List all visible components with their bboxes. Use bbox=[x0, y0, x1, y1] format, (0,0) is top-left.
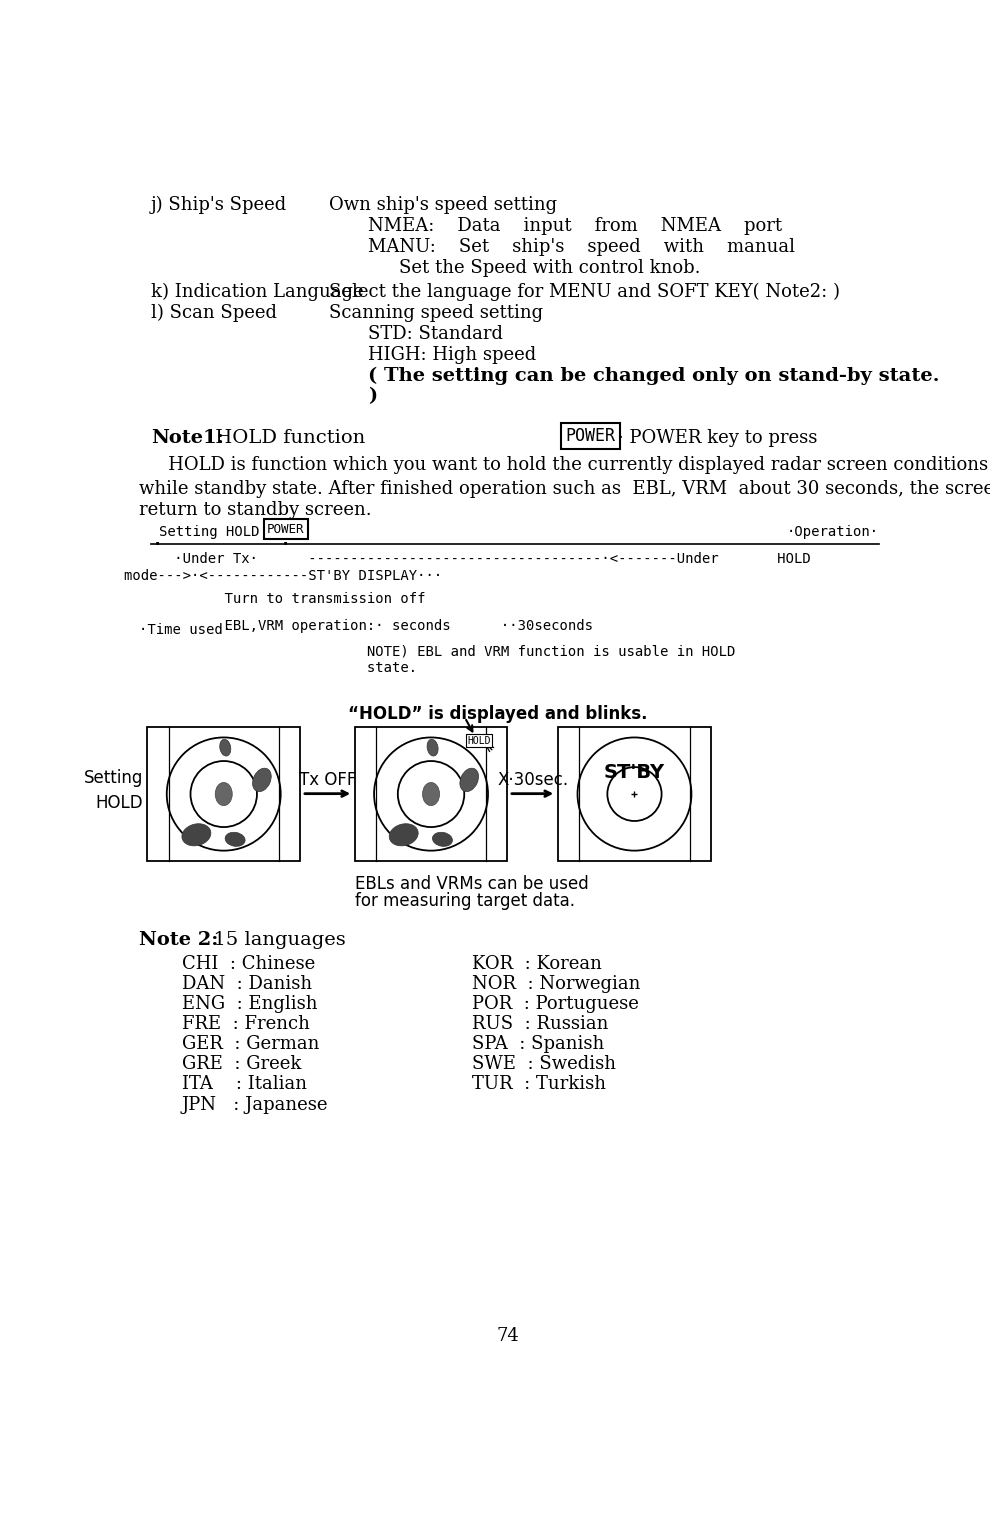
Ellipse shape bbox=[423, 782, 440, 805]
Text: EBLs and VRMs can be used: EBLs and VRMs can be used bbox=[354, 875, 588, 893]
Text: Setting
HOLD: Setting HOLD bbox=[84, 769, 144, 813]
Text: FRE  : French: FRE : French bbox=[182, 1015, 310, 1033]
Text: SWE  : Swedish: SWE : Swedish bbox=[472, 1056, 617, 1074]
Text: Tx OFF: Tx OFF bbox=[299, 772, 356, 790]
Text: GRE  : Greek: GRE : Greek bbox=[182, 1056, 301, 1074]
Text: ·: · bbox=[279, 535, 292, 554]
Ellipse shape bbox=[433, 832, 452, 846]
Text: Note 2:: Note 2: bbox=[140, 931, 219, 949]
Text: POWER: POWER bbox=[267, 523, 305, 536]
Text: Turn to transmission off: Turn to transmission off bbox=[124, 592, 426, 606]
Text: TUR  : Turkish: TUR : Turkish bbox=[472, 1075, 607, 1094]
Text: ): ) bbox=[368, 387, 377, 406]
Text: Select the language for MENU and SOFT KEY( Note2: ): Select the language for MENU and SOFT KE… bbox=[329, 283, 841, 301]
Text: ENG  : English: ENG : English bbox=[182, 995, 318, 1013]
Text: RUS  : Russian: RUS : Russian bbox=[472, 1015, 609, 1033]
Text: NOR  : Norwegian: NOR : Norwegian bbox=[472, 975, 641, 993]
Ellipse shape bbox=[182, 823, 211, 846]
Text: mode--->·<------------ST'BY DISPLAY···: mode--->·<------------ST'BY DISPLAY··· bbox=[124, 568, 442, 583]
Ellipse shape bbox=[460, 769, 478, 791]
Text: Setting HOLD: Setting HOLD bbox=[158, 526, 259, 539]
Text: ( The setting can be changed only on stand-by state.: ( The setting can be changed only on sta… bbox=[368, 366, 940, 384]
Text: ·Operation·: ·Operation· bbox=[786, 526, 878, 539]
Text: “HOLD” is displayed and blinks.: “HOLD” is displayed and blinks. bbox=[348, 705, 648, 723]
Text: MANU:    Set    ship's    speed    with    manual: MANU: Set ship's speed with manual bbox=[368, 237, 795, 255]
Text: ITA    : Italian: ITA : Italian bbox=[182, 1075, 307, 1094]
Text: X·30sec.: X·30sec. bbox=[497, 772, 568, 790]
Text: STD: Standard: STD: Standard bbox=[368, 325, 503, 343]
Text: NMEA:    Data    input    from    NMEA    port: NMEA: Data input from NMEA port bbox=[368, 217, 782, 235]
Text: state.: state. bbox=[124, 661, 417, 676]
Bar bbox=[557, 726, 711, 861]
Text: HOLD: HOLD bbox=[467, 735, 491, 746]
Text: GER  : German: GER : German bbox=[182, 1036, 319, 1054]
Text: return to standby screen.: return to standby screen. bbox=[140, 501, 372, 519]
Text: NOTE) EBL and VRM function is usable in HOLD: NOTE) EBL and VRM function is usable in … bbox=[124, 644, 736, 658]
Text: POR  : Portuguese: POR : Portuguese bbox=[472, 995, 640, 1013]
Text: JPN   : Japanese: JPN : Japanese bbox=[182, 1095, 329, 1113]
Text: 15 languages: 15 languages bbox=[201, 931, 346, 949]
Text: SPA  : Spanish: SPA : Spanish bbox=[472, 1036, 605, 1054]
Text: Note1:: Note1: bbox=[150, 430, 224, 448]
Text: ST'BY: ST'BY bbox=[604, 763, 665, 782]
Text: j) Ship's Speed: j) Ship's Speed bbox=[150, 196, 287, 214]
Bar bbox=[354, 726, 508, 861]
Text: KOR  : Korean: KOR : Korean bbox=[472, 955, 602, 974]
Text: for measuring target data.: for measuring target data. bbox=[354, 892, 575, 910]
Bar bbox=[147, 726, 300, 861]
Ellipse shape bbox=[252, 769, 271, 791]
Text: CHI  : Chinese: CHI : Chinese bbox=[182, 955, 315, 974]
Ellipse shape bbox=[427, 740, 439, 756]
Ellipse shape bbox=[225, 832, 246, 846]
Text: HOLD is function which you want to hold the currently displayed radar screen con: HOLD is function which you want to hold … bbox=[150, 456, 988, 474]
Ellipse shape bbox=[215, 782, 233, 805]
Text: ·Under Tx·      -----------------------------------·<-------Under       HOLD: ·Under Tx· -----------------------------… bbox=[124, 551, 811, 567]
Text: Scanning speed setting: Scanning speed setting bbox=[329, 304, 544, 322]
Text: while standby state. After finished operation such as  EBL, VRM  about 30 second: while standby state. After finished oper… bbox=[140, 480, 990, 498]
Text: k) Indication Language: k) Indication Language bbox=[150, 283, 363, 301]
Text: ·Time used·: ·Time used· bbox=[140, 623, 232, 636]
Text: HIGH: High speed: HIGH: High speed bbox=[368, 345, 537, 363]
Text: Own ship's speed setting: Own ship's speed setting bbox=[329, 196, 557, 214]
Text: ·: · bbox=[150, 535, 164, 554]
Text: l) Scan Speed: l) Scan Speed bbox=[150, 304, 277, 322]
Text: · POWER key to press: · POWER key to press bbox=[618, 430, 818, 448]
Text: 74: 74 bbox=[496, 1328, 519, 1346]
Ellipse shape bbox=[389, 823, 418, 846]
Text: DAN  : Danish: DAN : Danish bbox=[182, 975, 312, 993]
Text: EBL,VRM operation:· seconds      ··30seconds: EBL,VRM operation:· seconds ··30seconds bbox=[124, 618, 593, 633]
Text: Set the Speed with control knob.: Set the Speed with control knob. bbox=[399, 258, 700, 276]
Text: POWER: POWER bbox=[565, 427, 616, 445]
Ellipse shape bbox=[220, 740, 231, 756]
Text: HOLD function: HOLD function bbox=[209, 430, 365, 448]
